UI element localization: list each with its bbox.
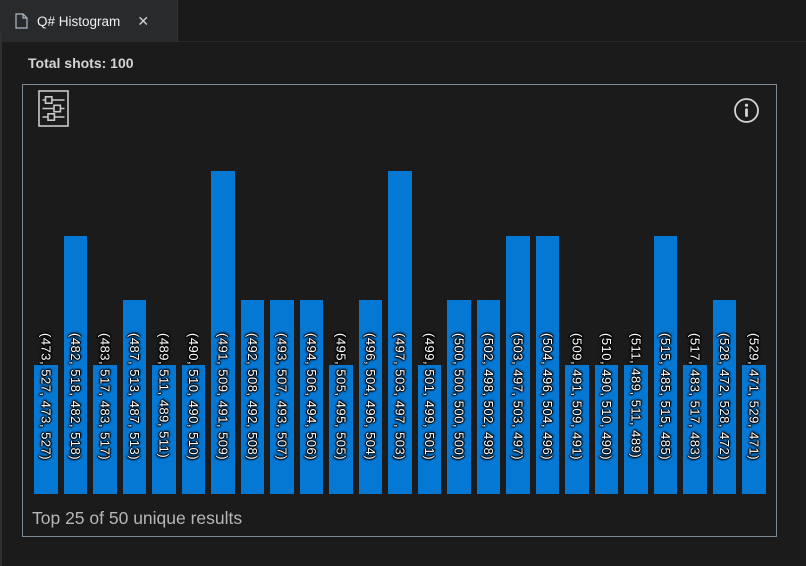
histogram-bar[interactable] — [240, 300, 264, 494]
bar-slot: (473, 527, 473, 527) — [34, 85, 58, 494]
bar-slot: (495, 505, 495, 505) — [329, 85, 353, 494]
histogram-bar[interactable] — [594, 364, 618, 494]
bar-label: (494, 506, 494, 506) — [303, 333, 319, 461]
histogram-panel: (473, 527, 473, 527) (482, 518, 482, 518)… — [22, 84, 777, 537]
bar-label: (511, 489, 511, 489) — [628, 333, 644, 459]
total-shots-label: Total shots: 100 — [28, 55, 134, 71]
histogram-bar[interactable] — [211, 171, 235, 494]
bar-slot: (482, 518, 482, 518) — [63, 85, 87, 494]
histogram-bar[interactable] — [388, 171, 412, 494]
bar-label: (490, 510, 490, 510) — [185, 333, 201, 461]
histogram-bar[interactable] — [535, 235, 559, 494]
bar-label: (504, 496, 504, 496) — [539, 333, 555, 461]
info-icon — [733, 97, 760, 127]
bar-slot: (517, 483, 517, 483) — [683, 85, 707, 494]
histogram-bar[interactable] — [63, 235, 87, 494]
bar-label: (473, 527, 473, 527) — [38, 333, 54, 461]
bar-label: (492, 508, 492, 508) — [244, 333, 260, 461]
bar-slot: (487, 513, 487, 513) — [122, 85, 146, 494]
tab-title: Q# Histogram — [37, 13, 121, 29]
histogram-bar[interactable] — [181, 364, 205, 494]
bar-slot: (509, 491, 509, 491) — [565, 85, 589, 494]
bar-label: (483, 517, 483, 517) — [97, 333, 113, 461]
bar-slot: (497, 503, 497, 503) — [388, 85, 412, 494]
bar-slot: (499, 501, 499, 501) — [417, 85, 441, 494]
bar-label: (487, 513, 487, 513) — [126, 333, 142, 461]
bar-label: (517, 483, 517, 483) — [687, 333, 703, 461]
bar-label: (495, 505, 495, 505) — [333, 333, 349, 461]
bar-slot: (515, 485, 515, 485) — [653, 85, 677, 494]
bar-slot: (529, 471, 529, 471) — [742, 85, 766, 494]
histogram-bar[interactable] — [653, 235, 677, 494]
bar-label: (503, 497, 503, 497) — [510, 333, 526, 461]
bar-label: (515, 485, 515, 485) — [657, 333, 673, 461]
bar-label: (497, 503, 497, 503) — [392, 333, 408, 461]
bar-slot: (496, 504, 496, 504) — [358, 85, 382, 494]
histogram-bar[interactable] — [683, 364, 707, 494]
bar-label: (509, 491, 509, 491) — [569, 333, 585, 461]
bar-slot: (490, 510, 490, 510) — [181, 85, 205, 494]
bar-slot: (483, 517, 483, 517) — [93, 85, 117, 494]
bar-slot: (510, 490, 510, 490) — [594, 85, 618, 494]
bar-slot: (489, 511, 489, 511) — [152, 85, 176, 494]
histogram-bar[interactable] — [34, 364, 58, 494]
histogram-bar[interactable] — [476, 300, 500, 494]
bar-label: (500, 500, 500, 500) — [451, 333, 467, 461]
file-icon — [15, 13, 28, 29]
histogram-bar[interactable] — [506, 235, 530, 494]
bar-label: (482, 518, 482, 518) — [67, 333, 83, 461]
sliders-icon — [37, 90, 69, 130]
histogram-bars: (473, 527, 473, 527) (482, 518, 482, 518)… — [34, 85, 766, 494]
bar-label: (510, 490, 510, 490) — [598, 333, 614, 461]
bar-slot: (500, 500, 500, 500) — [447, 85, 471, 494]
bar-slot: (493, 507, 493, 507) — [270, 85, 294, 494]
tab-qsharp-histogram[interactable]: Q# Histogram ✕ — [0, 0, 178, 42]
bar-label: (499, 501, 499, 501) — [421, 333, 437, 461]
bar-slot: (491, 509, 491, 509) — [211, 85, 235, 494]
histogram-bar[interactable] — [624, 364, 648, 494]
histogram-bar[interactable] — [565, 364, 589, 494]
histogram-bar[interactable] — [712, 300, 736, 494]
bar-slot: (528, 472, 528, 472) — [712, 85, 736, 494]
close-icon: ✕ — [137, 12, 150, 29]
bar-label: (502, 498, 502, 498) — [480, 333, 496, 461]
results-summary: Top 25 of 50 unique results — [32, 508, 243, 528]
bar-slot: (502, 498, 502, 498) — [476, 85, 500, 494]
histogram-bar[interactable] — [93, 364, 117, 494]
bar-label: (493, 507, 493, 507) — [274, 333, 290, 461]
bar-slot: (492, 508, 492, 508) — [240, 85, 264, 494]
window-left-edge — [0, 33, 2, 566]
bar-slot: (504, 496, 504, 496) — [535, 85, 559, 494]
bar-label: (528, 472, 528, 472) — [716, 333, 732, 461]
bar-label: (529, 471, 529, 471) — [746, 333, 762, 461]
histogram-bar[interactable] — [358, 300, 382, 494]
tab-close-button[interactable]: ✕ — [133, 11, 153, 31]
histogram-bar[interactable] — [122, 300, 146, 494]
histogram-settings-button[interactable] — [37, 90, 69, 130]
histogram-bar[interactable] — [742, 364, 766, 494]
histogram-bar[interactable] — [299, 300, 323, 494]
bar-slot: (511, 489, 511, 489) — [624, 85, 648, 494]
histogram-bar[interactable] — [270, 300, 294, 494]
bar-slot: (503, 497, 503, 497) — [506, 85, 530, 494]
histogram-bar[interactable] — [447, 300, 471, 494]
histogram-bar[interactable] — [329, 364, 353, 494]
histogram-bar[interactable] — [417, 364, 441, 494]
bar-label: (491, 509, 491, 509) — [215, 333, 231, 461]
bar-label: (489, 511, 489, 511) — [156, 333, 172, 459]
bar-label: (496, 504, 496, 504) — [362, 333, 378, 461]
histogram-bar[interactable] — [152, 364, 176, 494]
tab-bar: Q# Histogram ✕ — [0, 0, 806, 42]
info-button[interactable] — [733, 97, 760, 127]
bar-slot: (494, 506, 494, 506) — [299, 85, 323, 494]
